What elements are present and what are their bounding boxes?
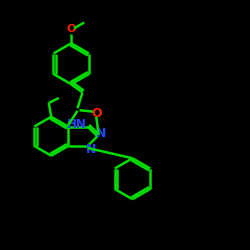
Text: N: N bbox=[86, 143, 96, 156]
Text: O: O bbox=[66, 24, 76, 34]
Text: HN: HN bbox=[67, 118, 87, 131]
Text: O: O bbox=[91, 107, 102, 120]
Text: N: N bbox=[96, 127, 106, 140]
